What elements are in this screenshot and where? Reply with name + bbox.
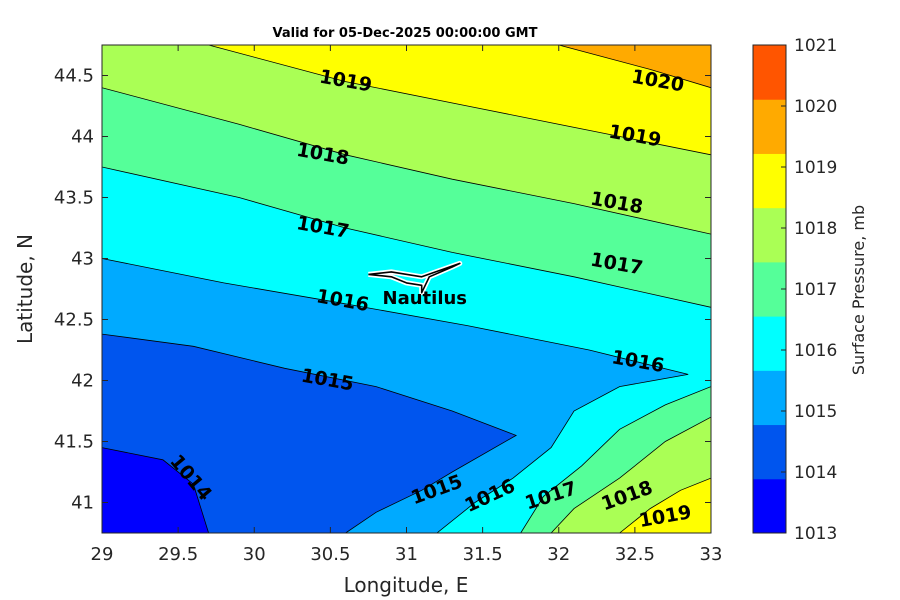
y-axis-label: Latitude, N — [13, 234, 37, 344]
colorbar-tick-label: 1013 — [794, 524, 837, 544]
isoline-1018 — [550, 416, 711, 533]
isoline-1015 — [102, 333, 518, 533]
isoline-1017 — [520, 386, 711, 533]
colorbar-tick-label: 1018 — [794, 219, 837, 239]
isoline-1019 — [208, 45, 711, 156]
isoline-1016 — [102, 258, 689, 533]
colorbar: 1013 1014 1015 1016 1017 1018 1019 1020 1021 — [752, 36, 837, 544]
x-tick-label: 31.5 — [463, 544, 503, 565]
ship-track: Nautilus — [368, 260, 468, 309]
colorbar-band — [753, 424, 786, 480]
chart-title: Valid for 05-Dec-2025 00:00:00 GMT — [273, 26, 538, 41]
colorbar-band — [753, 153, 786, 209]
colorbar-band — [753, 45, 786, 100]
x-axis-label: Longitude, E — [344, 573, 469, 597]
colorbar-tick-label: 1021 — [794, 36, 837, 56]
x-tick-label: 32 — [547, 544, 570, 565]
contour-lines — [102, 45, 711, 533]
fill-1019-band — [619, 478, 711, 533]
colorbar-tick-label: 1019 — [794, 158, 837, 178]
colorbar-band — [753, 207, 786, 263]
y-tick-label: 44.5 — [54, 66, 94, 87]
y-tick-label: 42.5 — [54, 310, 94, 331]
track-line — [368, 262, 461, 294]
y-tick-label: 44 — [71, 127, 94, 148]
x-tick-label: 30 — [243, 544, 266, 565]
colorbar-tick-label: 1014 — [794, 463, 837, 483]
y-tick-label: 42 — [71, 371, 94, 392]
colorbar-tick-label: 1017 — [794, 280, 837, 300]
ship-label: Nautilus — [383, 288, 468, 309]
contour-fills — [102, 45, 711, 533]
fill-1020-band — [558, 45, 711, 88]
colorbar-band — [753, 261, 786, 317]
colorbar-tick-label: 1016 — [794, 341, 837, 361]
y-tick-label: 43 — [71, 249, 94, 270]
isoline-1018 — [102, 87, 711, 235]
x-tick-label: 29.5 — [158, 544, 198, 565]
x-tick-label: 33 — [700, 544, 723, 565]
y-axis-ticks: 41 41.5 42 42.5 43 43.5 44 44.5 — [54, 66, 711, 514]
colorbar-band — [753, 370, 786, 426]
colorbar-tick-label: 1020 — [794, 97, 837, 117]
colorbar-label: Surface Pressure, mb — [849, 205, 868, 375]
isoline-1019 — [619, 477, 711, 533]
isoline-1020 — [558, 45, 711, 89]
y-tick-label: 41 — [71, 493, 94, 514]
x-tick-label: 30.5 — [310, 544, 350, 565]
isoline-1014 — [102, 447, 209, 533]
x-tick-label: 31 — [395, 544, 418, 565]
fill-1013-band — [102, 447, 209, 533]
x-axis-ticks: 29 29.5 30 30.5 31 31.5 32 32.5 33 — [91, 45, 723, 565]
colorbar-band — [753, 99, 786, 154]
isoline-1017 — [102, 166, 711, 308]
x-tick-label: 32.5 — [615, 544, 655, 565]
colorbar-band — [753, 316, 786, 371]
colorbar-tick-label: 1015 — [794, 402, 837, 422]
y-tick-label: 41.5 — [54, 432, 94, 453]
fill-1019-band — [208, 45, 711, 155]
y-tick-label: 43.5 — [54, 188, 94, 209]
colorbar-band — [753, 478, 786, 534]
x-tick-label: 29 — [91, 544, 114, 565]
